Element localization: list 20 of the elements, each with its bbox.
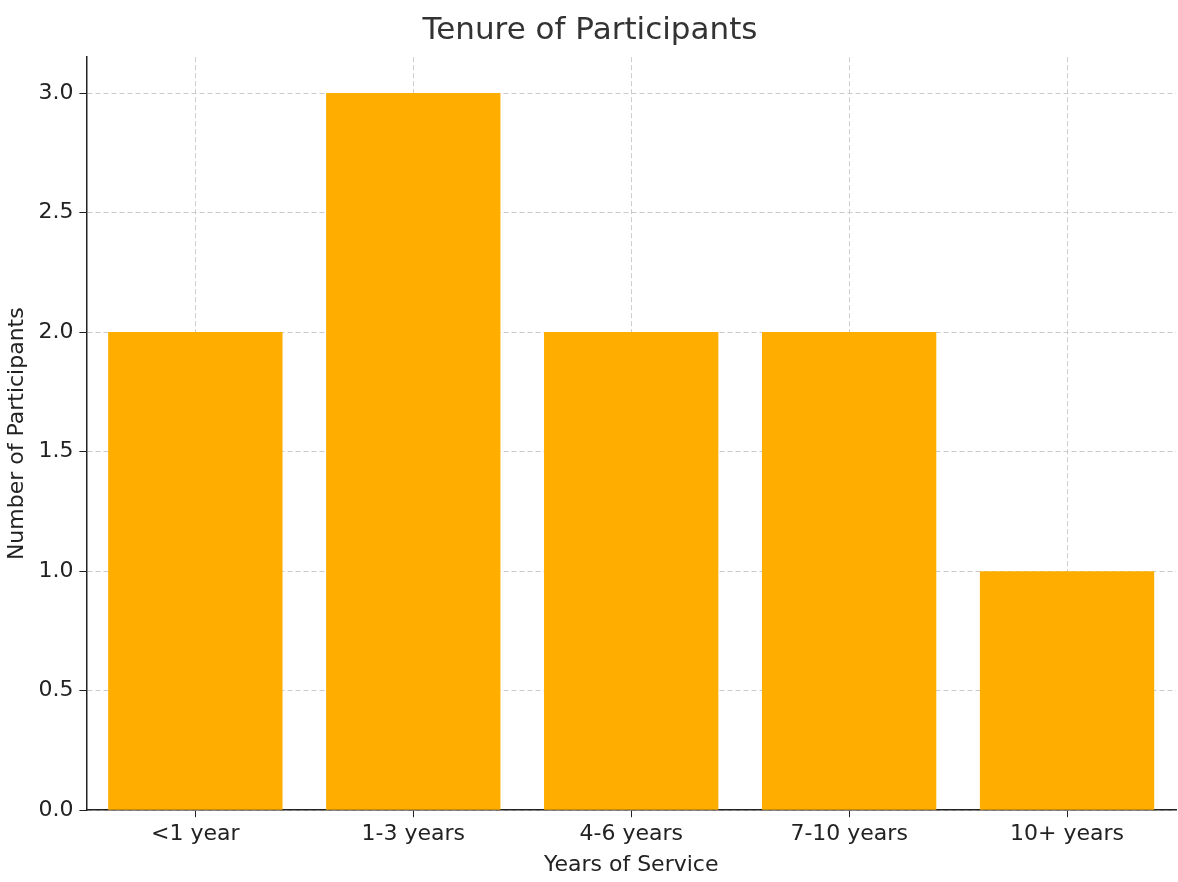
x-tick-label: 1-3 years — [361, 820, 466, 846]
x-axis-title: Years of Service — [542, 850, 719, 876]
bar — [761, 332, 937, 810]
y-tick-label: 2.5 — [38, 198, 74, 224]
bar — [544, 332, 719, 810]
y-tick-label: 2.0 — [38, 317, 74, 343]
y-axis-title: Number of Participants — [2, 307, 28, 561]
bar — [326, 93, 501, 810]
y-tick-label: 1.0 — [38, 556, 74, 582]
x-tick-label: 10+ years — [1010, 820, 1125, 846]
y-tick-label: 0.0 — [38, 795, 74, 821]
y-tick-label: 3.0 — [38, 78, 74, 104]
y-tick-label: 0.5 — [38, 676, 74, 702]
chart-title: Tenure of Participants — [421, 9, 758, 46]
x-tick-label: 7-10 years — [790, 820, 908, 846]
x-tick-label: 4-6 years — [579, 820, 683, 846]
bar — [108, 332, 283, 810]
y-tick-label: 1.5 — [38, 437, 74, 463]
bar — [979, 571, 1155, 810]
x-tick-label: <1 year — [151, 820, 241, 846]
